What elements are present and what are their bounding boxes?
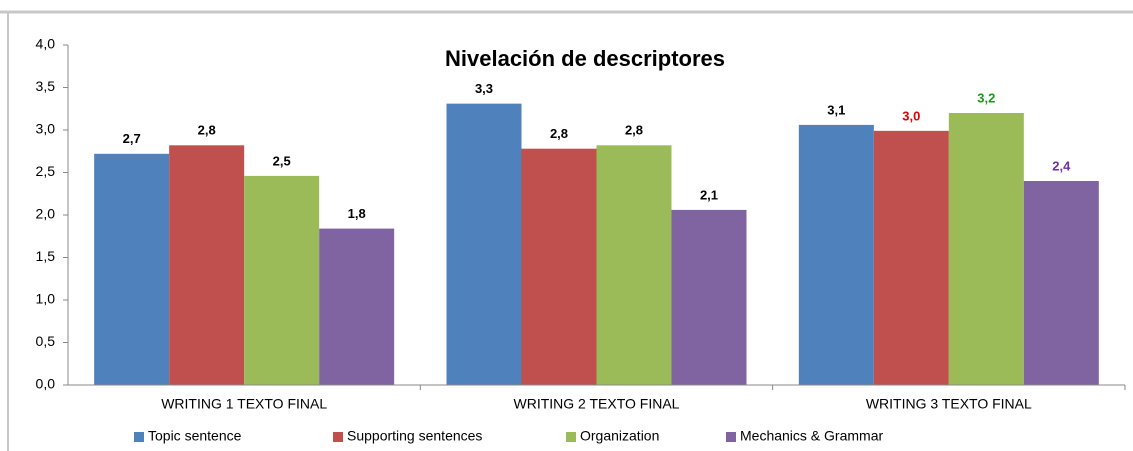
legend-label: Mechanics & Grammar: [740, 428, 883, 444]
bar: [94, 153, 170, 385]
legend-label: Supporting sentences: [347, 428, 482, 444]
value-label: 2,8: [198, 123, 216, 138]
y-tick-label: 3,0: [36, 121, 56, 137]
y-tick-label: 4,0: [36, 36, 56, 52]
bar: [319, 228, 395, 385]
value-label: 2,7: [123, 131, 141, 146]
y-tick-label: 0,0: [36, 376, 56, 392]
bar: [446, 103, 522, 386]
y-tick-label: 3,5: [36, 78, 56, 94]
value-label: 3,1: [827, 102, 845, 117]
legend-label: Organization: [580, 428, 659, 444]
legend-swatch: [566, 432, 576, 442]
bar: [169, 145, 245, 385]
bar: [798, 124, 874, 386]
value-label: 2,5: [273, 153, 291, 168]
bar: [948, 113, 1024, 385]
bar: [596, 145, 672, 385]
bar: [244, 175, 320, 385]
y-tick-label: 2,0: [36, 206, 56, 222]
value-label: 2,1: [700, 187, 718, 202]
value-label: 3,3: [475, 81, 493, 96]
legend-swatch: [134, 432, 144, 442]
value-label: 3,0: [902, 108, 920, 123]
legend-swatch: [333, 432, 343, 442]
y-tick-label: 1,5: [36, 248, 56, 264]
value-label: 2,4: [1052, 158, 1071, 173]
legend-swatch: [726, 432, 736, 442]
y-tick-label: 0,5: [36, 333, 56, 349]
x-tick-label: WRITING 3 TEXTO FINAL: [866, 396, 1032, 412]
value-label: 3,2: [977, 90, 995, 105]
x-tick-label: WRITING 2 TEXTO FINAL: [514, 396, 680, 412]
bar: [671, 209, 747, 385]
x-tick-label: WRITING 1 TEXTO FINAL: [161, 396, 327, 412]
value-label: 1,8: [348, 206, 366, 221]
y-tick-label: 1,0: [36, 291, 56, 307]
y-tick-label: 2,5: [36, 163, 56, 179]
chart-title: Nivelación de descriptores: [445, 46, 725, 71]
value-label: 2,8: [625, 123, 643, 138]
bar: [1023, 181, 1099, 385]
bar: [521, 148, 597, 385]
bar: [873, 130, 949, 385]
value-label: 2,8: [550, 126, 568, 141]
legend-label: Topic sentence: [148, 428, 242, 444]
